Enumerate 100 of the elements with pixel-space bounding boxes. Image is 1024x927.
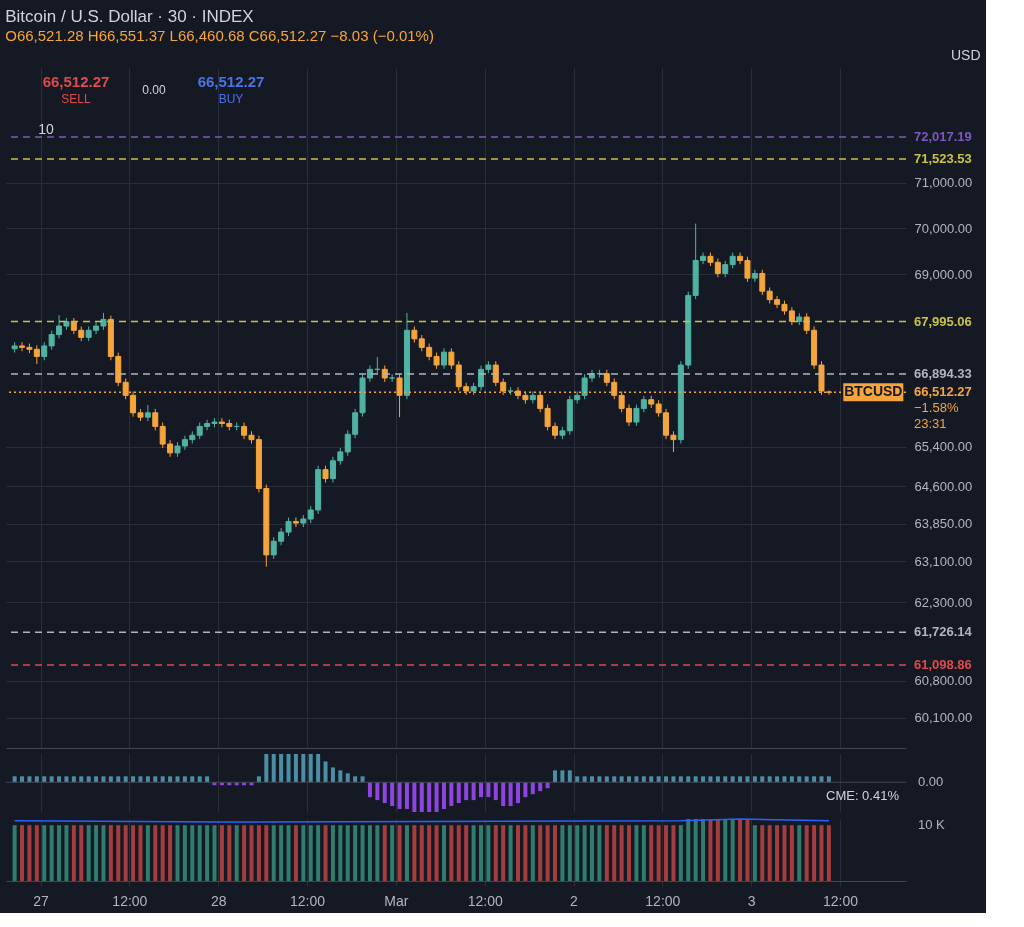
bar [656, 776, 661, 783]
annotation: 0.00 [142, 83, 166, 97]
annotation: SELL [61, 92, 91, 106]
bar [390, 782, 395, 807]
bar [708, 776, 713, 783]
y-tick-label: 63,850.00 [914, 516, 973, 532]
y-tick-label: 65,400.00 [914, 439, 973, 454]
y-tick-label: 64,600.00 [914, 478, 973, 494]
bar [205, 776, 210, 783]
bar [612, 776, 617, 783]
ref-line-label: 72,017.19 [914, 128, 972, 144]
bar [441, 782, 446, 810]
annotation: CME: 0.41% [826, 788, 900, 804]
bar [293, 754, 298, 783]
bar [316, 754, 321, 783]
ref-line-label: 61,098.86 [914, 656, 972, 672]
bar [34, 776, 39, 783]
bar [57, 776, 62, 783]
bar [375, 782, 380, 801]
bar [94, 776, 99, 783]
bar [723, 776, 728, 783]
candlestick [152, 408, 159, 431]
bar [678, 776, 683, 783]
bar [649, 776, 654, 783]
candlestick [440, 347, 447, 370]
bar [308, 754, 313, 783]
bar [86, 776, 91, 783]
y-tick-label: 62,300.00 [914, 594, 973, 610]
ref-line-label: 66,512.27 [914, 384, 972, 400]
bar [286, 754, 291, 783]
bar [530, 782, 535, 795]
bar [760, 776, 765, 783]
bar [493, 782, 498, 801]
bar [160, 776, 165, 783]
bar [353, 776, 358, 783]
bar [641, 776, 646, 783]
y-tick-label: 70,000.00 [914, 220, 973, 236]
ref-line-label: 61,726.14 [914, 624, 973, 640]
bar [523, 782, 528, 798]
bar [464, 782, 469, 801]
x-tick-label: 12:00 [290, 892, 326, 909]
bar [567, 770, 572, 783]
bar [20, 776, 25, 783]
bar [145, 776, 150, 783]
bar [826, 776, 831, 783]
bar [49, 776, 54, 783]
bar [575, 776, 580, 783]
bar [627, 776, 632, 783]
bar [182, 776, 187, 783]
bar [345, 773, 350, 783]
bar [323, 761, 328, 783]
bar [138, 776, 143, 783]
bar [501, 782, 506, 807]
bar [419, 782, 424, 812]
x-tick-label: 3 [747, 892, 756, 909]
bar [582, 776, 587, 783]
y-tick-label: 71,000.00 [914, 175, 973, 191]
candlestick [751, 269, 758, 283]
bar [382, 782, 387, 804]
x-tick-label: 12:00 [467, 892, 503, 909]
y-tick-label: 60,100.00 [914, 710, 973, 726]
bar [123, 776, 128, 783]
x-tick-label: 12:00 [822, 892, 859, 909]
bar [701, 776, 706, 783]
text: 23:31 [914, 416, 947, 432]
bar [471, 782, 476, 801]
candlestick [292, 517, 299, 528]
bar [560, 770, 565, 783]
bar [486, 782, 491, 798]
x-tick-label: 12:00 [645, 892, 681, 909]
bar [271, 754, 276, 783]
bar [153, 776, 158, 783]
text: 10 K [918, 817, 946, 832]
text: 0.00 [918, 774, 944, 790]
bar [42, 776, 47, 783]
bar [604, 776, 609, 783]
bar [264, 754, 269, 783]
x-tick-label: 12:00 [112, 892, 148, 909]
annotation: BUY [218, 92, 244, 106]
candlestick [144, 404, 151, 422]
bar [190, 776, 195, 783]
text: USD [951, 47, 981, 63]
x-tick-label: 27 [33, 892, 50, 909]
bar [279, 754, 284, 783]
bar [819, 776, 824, 783]
bar [404, 782, 409, 810]
bar [131, 776, 136, 783]
bar [338, 770, 343, 783]
bar [427, 782, 432, 812]
bar [804, 776, 809, 783]
x-tick-label: 2 [570, 892, 579, 909]
y-tick-label: 63,100.00 [914, 553, 973, 569]
bar [671, 776, 676, 783]
bar [478, 782, 483, 798]
x-tick-label: 28 [210, 892, 227, 909]
bar [590, 776, 595, 783]
annotation: BTCUSD [844, 383, 903, 400]
bar [175, 776, 180, 783]
bar [449, 782, 454, 807]
bar [412, 782, 417, 812]
